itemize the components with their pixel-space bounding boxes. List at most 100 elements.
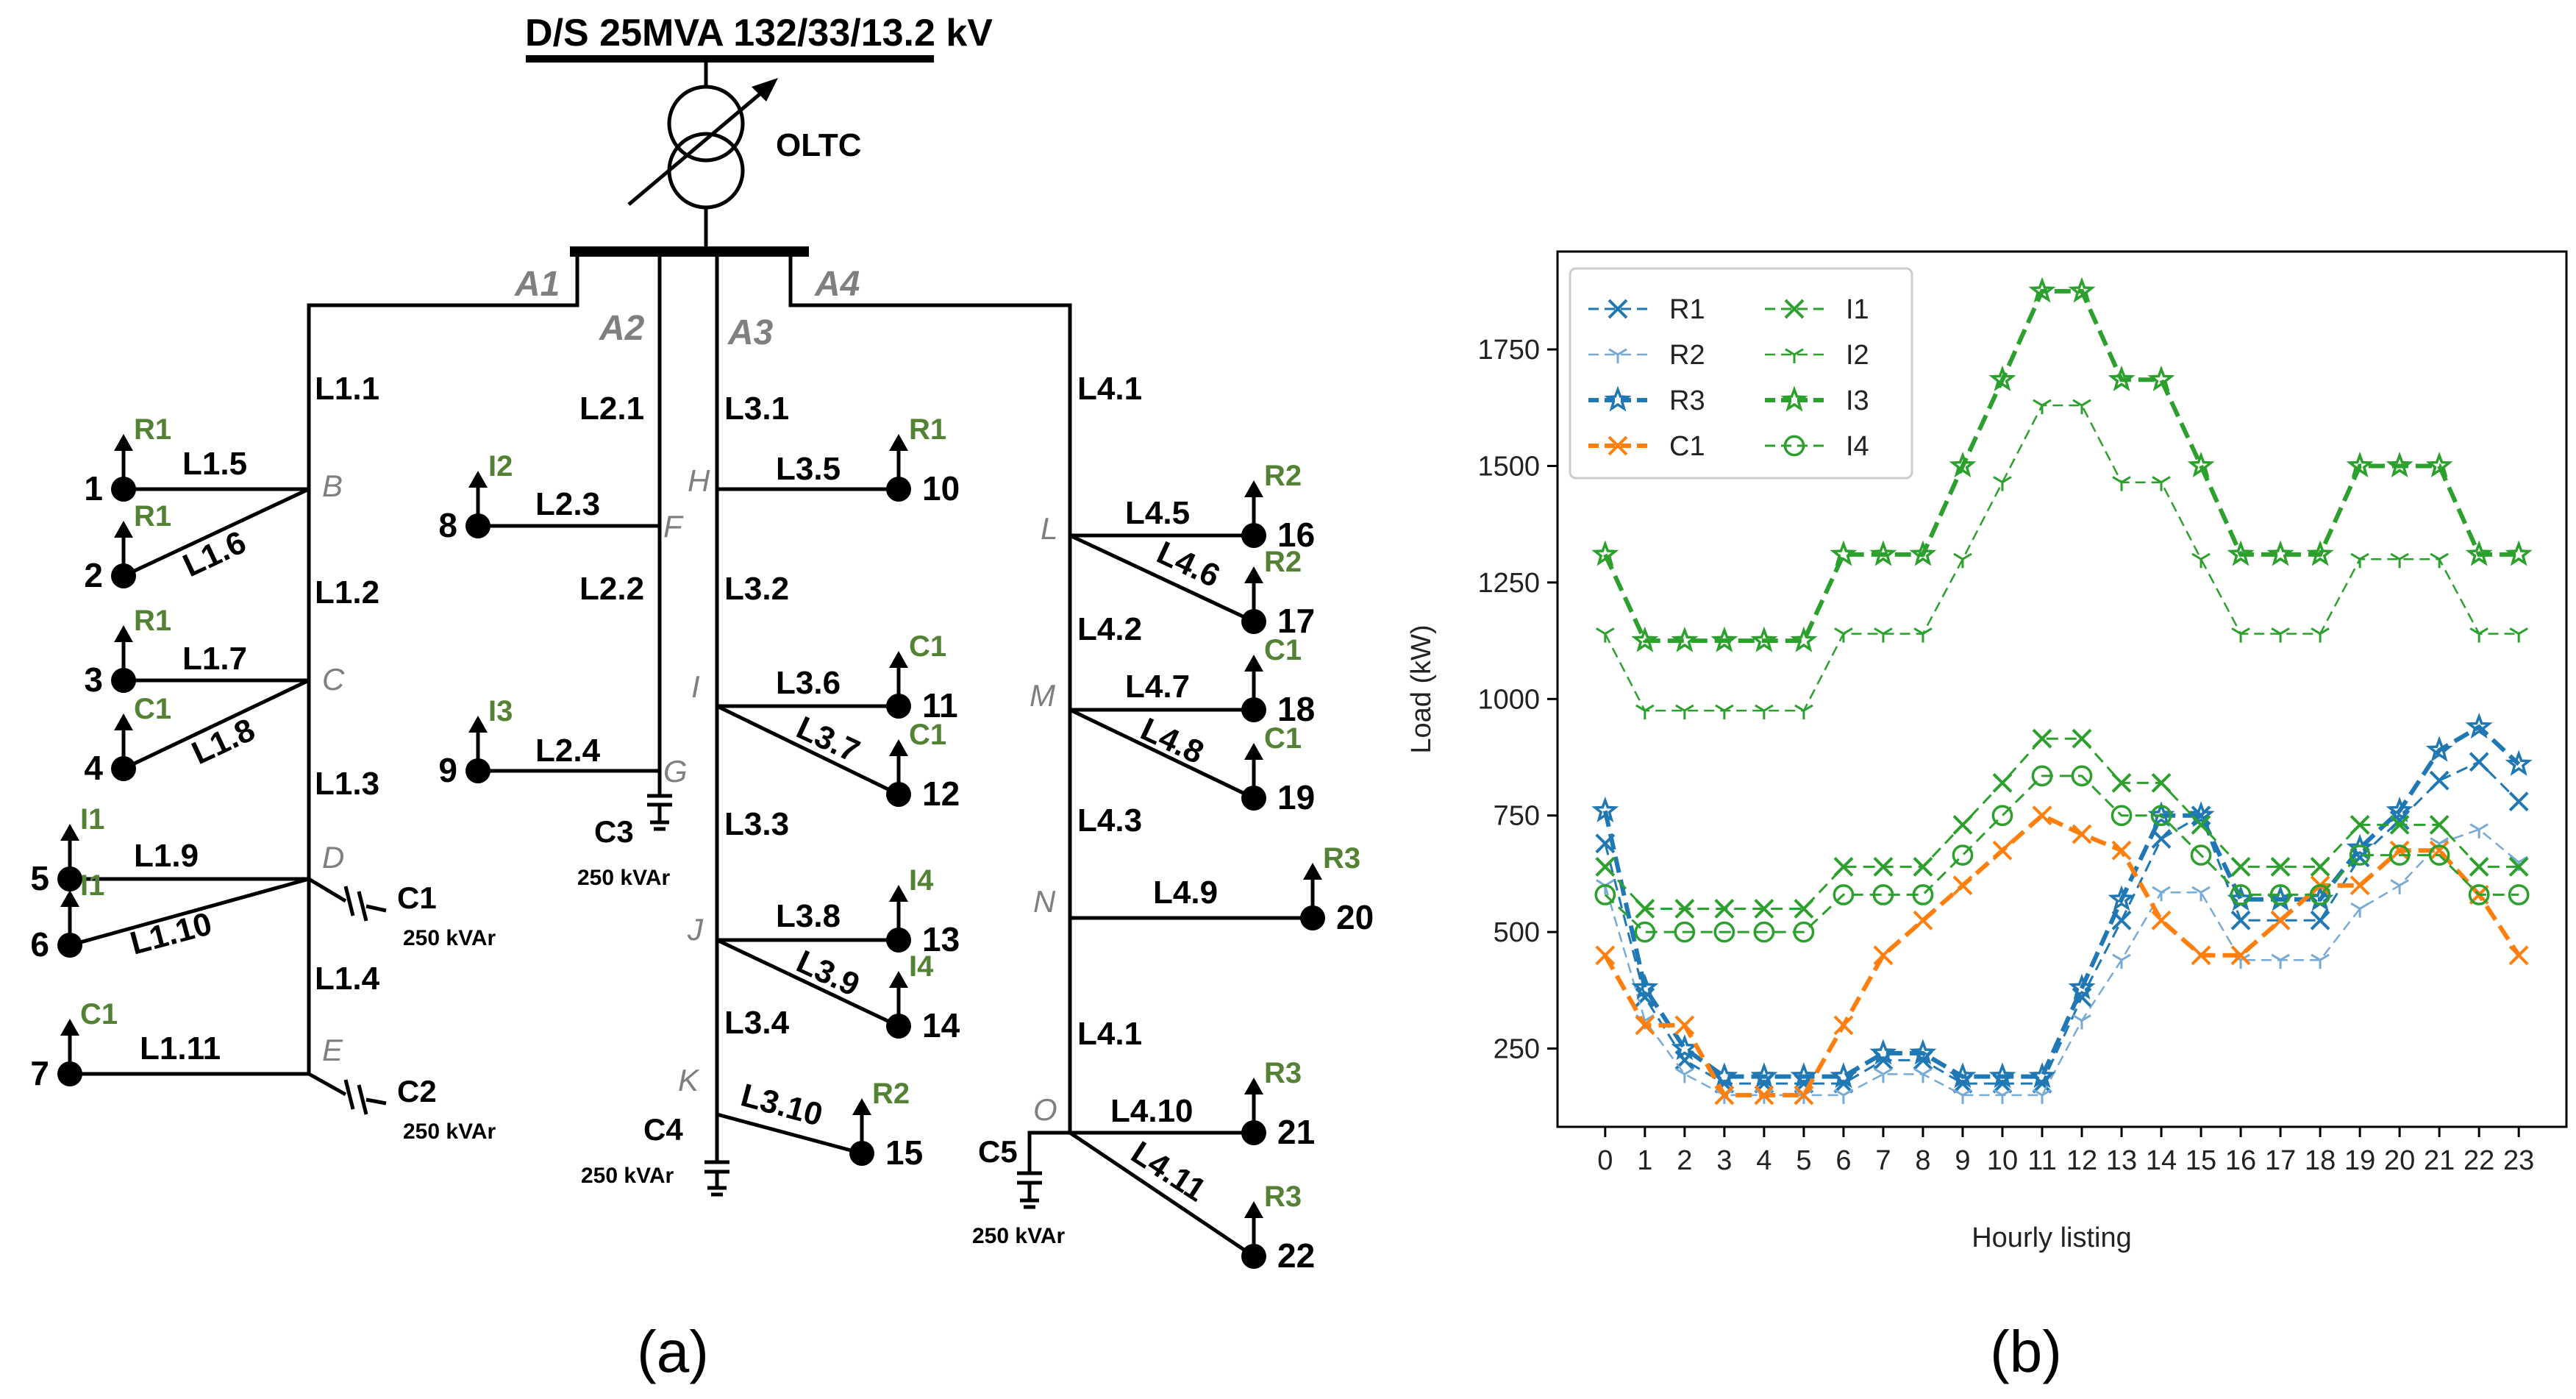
point-marker	[2429, 840, 2450, 861]
capacitor-c5-rating: 250 kVAr	[972, 1224, 1066, 1248]
line-label: L2.1	[579, 391, 644, 427]
y-tick-label: 1500	[1477, 451, 1540, 482]
point-marker	[1635, 899, 1655, 919]
bus-14: 14 I4	[886, 950, 960, 1044]
point-marker	[2191, 945, 2211, 966]
x-tick-label: 7	[1875, 1145, 1891, 1176]
point-marker	[1674, 921, 1696, 943]
point-marker	[2072, 824, 2092, 844]
x-tick-label: 23	[2503, 1145, 2534, 1176]
point-marker	[1671, 1034, 1699, 1061]
point-marker	[2425, 452, 2453, 478]
load-arrow-head	[889, 739, 908, 756]
point-marker	[2310, 910, 2330, 930]
point-marker	[2430, 552, 2449, 569]
legend-label: R2	[1669, 340, 1705, 371]
x-tick-label: 1	[1637, 1145, 1652, 1176]
line-i-bus12	[716, 704, 900, 797]
point-marker	[1755, 704, 1774, 720]
load-type-label: C1	[909, 719, 946, 751]
x-tick-label: 21	[2424, 1145, 2455, 1176]
point-marker	[2150, 805, 2172, 827]
point-marker	[2271, 627, 2290, 643]
bus-number: 14	[922, 1006, 960, 1044]
point-marker	[2187, 452, 2215, 478]
load-type-label: C1	[80, 998, 118, 1030]
point-marker	[2151, 772, 2172, 793]
point-marker	[2191, 886, 2211, 902]
bus-number: 20	[1336, 898, 1374, 936]
load-arrow-head	[889, 971, 908, 988]
bus-3: 3 R1	[84, 605, 171, 699]
capacitor-c1-rating: 250 kVAr	[403, 926, 496, 950]
point-marker	[2028, 1062, 2056, 1089]
point-marker	[2311, 953, 2330, 969]
node-f: F	[663, 509, 684, 544]
load-type-label: C1	[1264, 722, 1302, 755]
load-arrow-head	[60, 890, 79, 907]
point-marker	[1594, 884, 1616, 905]
point-marker	[1635, 704, 1655, 720]
point-marker	[1869, 540, 1897, 566]
x-tick-label: 4	[1756, 1145, 1772, 1176]
y-axis-label: Load (kW)	[1406, 624, 1437, 753]
line-label: L1.4	[315, 961, 380, 997]
bus-21: 21 R3	[1241, 1057, 1315, 1151]
x-tick-label: 17	[2265, 1145, 2296, 1176]
point-marker	[1949, 1062, 1977, 1089]
line-label: L2.4	[535, 733, 601, 769]
point-marker	[2032, 728, 2052, 749]
load-arrow-head	[114, 521, 133, 538]
load-arrow-head	[1244, 743, 1263, 760]
point-marker	[1952, 875, 1973, 896]
point-marker	[1595, 945, 1616, 966]
load-type-label: I1	[80, 869, 104, 902]
feeder-a4-label: A4	[814, 265, 860, 304]
point-marker	[1608, 299, 1628, 319]
point-marker	[2147, 365, 2175, 391]
feeder-a4-line	[788, 252, 1072, 1133]
point-marker	[1784, 299, 1805, 319]
x-tick-label: 0	[1597, 1145, 1613, 1176]
point-marker	[2112, 476, 2131, 491]
point-marker	[1604, 385, 1632, 412]
legend-label: I3	[1846, 385, 1869, 416]
point-marker	[2390, 879, 2409, 894]
x-axis-ticks: 0 1 2 3 4 5 6 7 8 9 10 11 12 13 14 15 16 17 18 19 20 21 22 23	[1597, 1127, 2534, 1176]
load-type-label: R1	[134, 413, 171, 446]
point-marker	[2469, 857, 2489, 877]
legend-label: I2	[1846, 340, 1869, 371]
point-marker	[2428, 844, 2450, 866]
bus-13: 13 I4	[886, 864, 960, 958]
bus-number: 2	[84, 556, 103, 594]
point-marker	[1631, 626, 1659, 652]
point-marker	[2230, 884, 2252, 905]
node-c: C	[322, 662, 345, 697]
transformer-winding-2	[667, 132, 745, 210]
point-marker	[1780, 385, 1808, 412]
line-label: L3.1	[724, 391, 789, 427]
point-marker	[2151, 910, 2172, 930]
load-type-label: C1	[134, 693, 171, 725]
plot-frame	[1556, 250, 2568, 1128]
node-m: M	[1030, 678, 1055, 713]
load-type-label: R2	[872, 1078, 910, 1110]
line-j-bus14	[716, 938, 900, 1028]
series-line	[1604, 775, 2519, 933]
point-marker	[2072, 728, 2092, 749]
line-label: L1.1	[315, 371, 379, 407]
point-marker	[1753, 921, 1775, 943]
y-tick-label: 750	[1494, 801, 1540, 832]
line-label: L1.5	[182, 446, 247, 482]
y-tick-label: 1750	[1477, 335, 1540, 366]
load-arrow-head	[889, 885, 908, 902]
point-marker	[1949, 452, 1977, 478]
bus-number: 3	[84, 661, 103, 699]
capacitor-c5: C5 250 kVAr	[972, 1131, 1070, 1248]
point-marker	[1785, 348, 1804, 363]
series-i1	[1595, 728, 2529, 919]
line-label: L4.2	[1077, 611, 1142, 647]
point-marker	[1608, 435, 1628, 456]
single-line-diagram: D/S 25MVA 132/33/13.2 kV OLTC A1 A2 A3 A…	[30, 12, 1374, 1384]
x-tick-label: 14	[2146, 1145, 2177, 1176]
